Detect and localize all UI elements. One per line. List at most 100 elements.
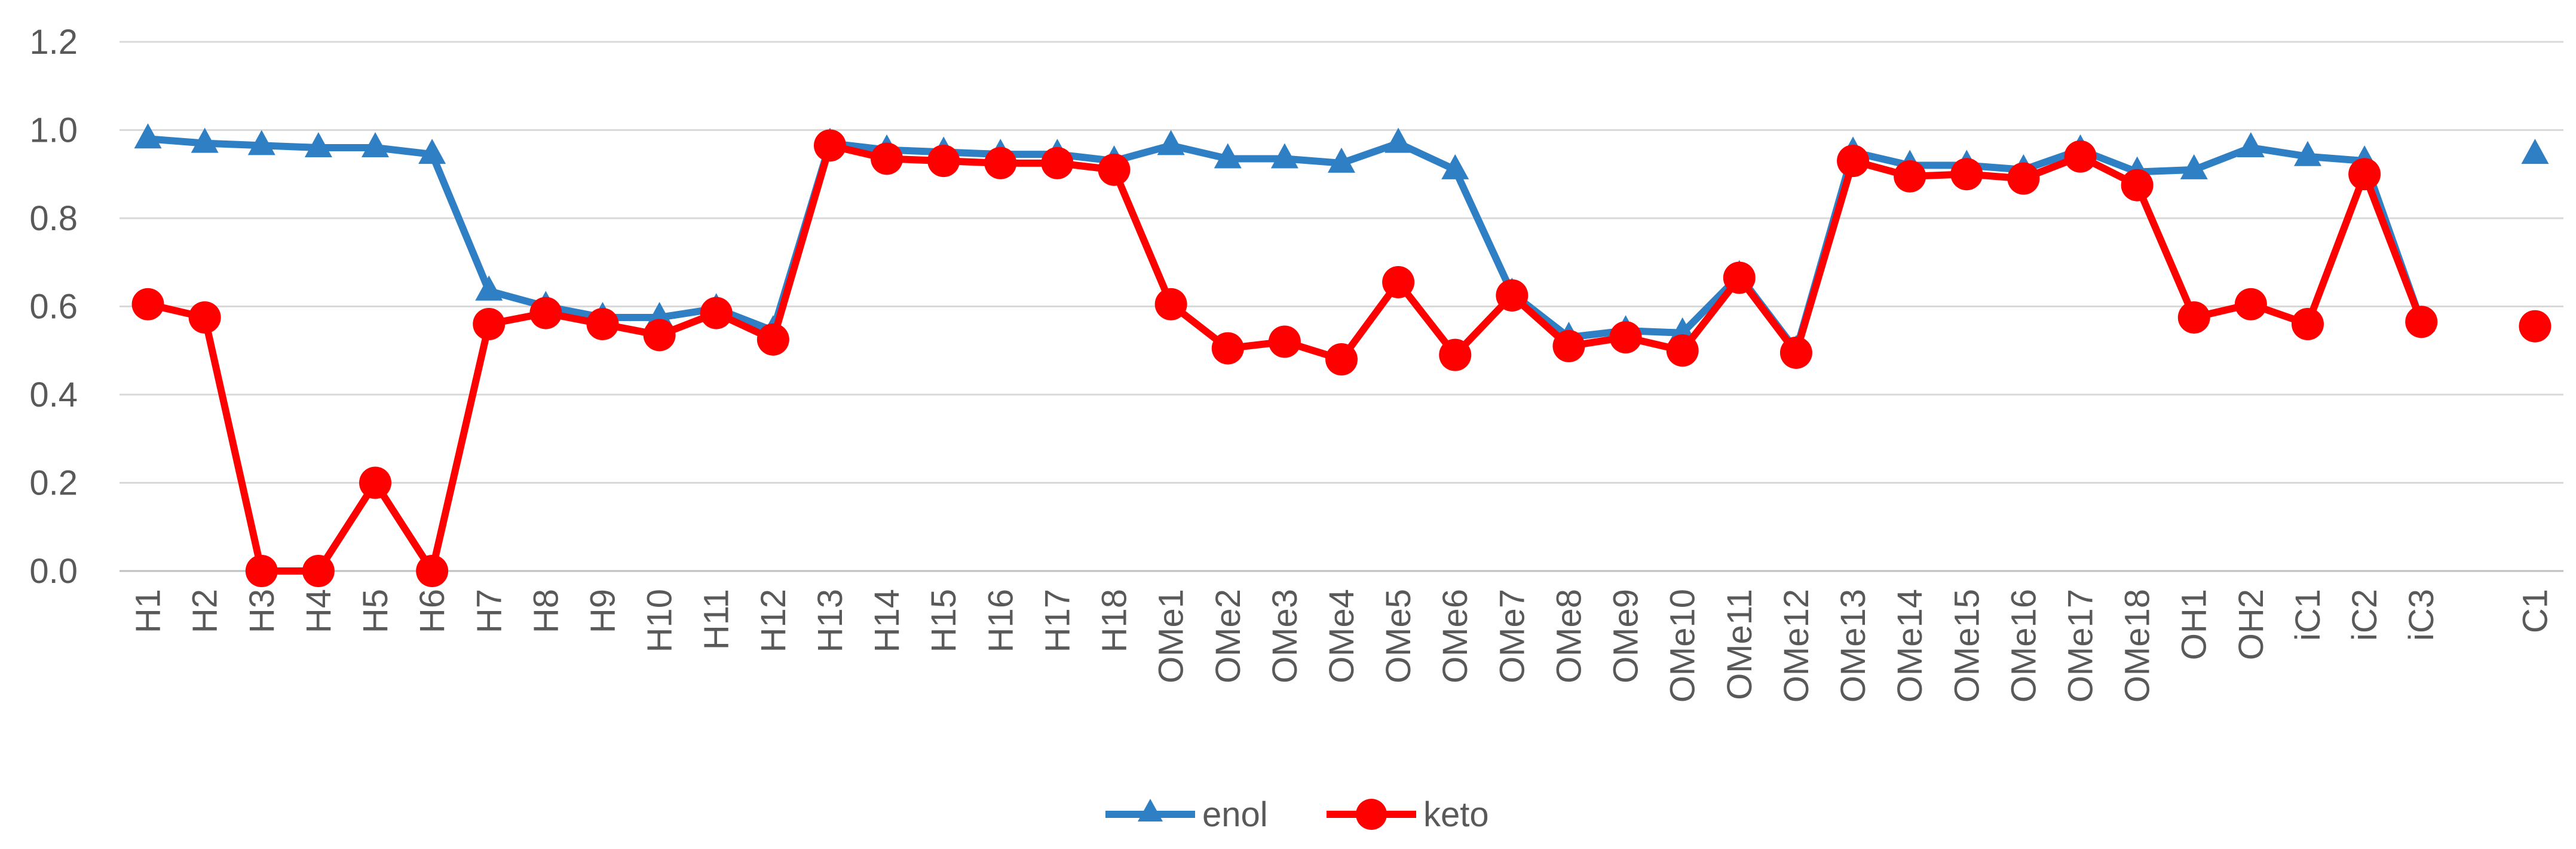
- x-tick-label: OMe17: [2062, 589, 2100, 703]
- y-tick-label: 1.0: [29, 111, 78, 150]
- data-point-keto: [1723, 261, 1756, 294]
- data-point-enol: [2293, 141, 2321, 166]
- x-tick-label: OMe3: [1266, 589, 1304, 683]
- x-tick-label: OMe14: [1891, 589, 1929, 703]
- data-point-enol: [1157, 130, 1185, 155]
- data-point-enol: [134, 123, 162, 149]
- data-point-keto: [2519, 310, 2552, 343]
- data-point-keto: [1837, 145, 1870, 178]
- legend-keto-label: keto: [1423, 795, 1489, 834]
- y-tick-label: 0.6: [29, 288, 78, 326]
- data-point-keto: [131, 288, 164, 320]
- x-tick-label: H4: [299, 589, 338, 633]
- data-point-keto: [2291, 308, 2324, 340]
- series-keto: [131, 129, 2552, 587]
- data-point-enol: [2237, 132, 2265, 157]
- x-tick-label: H3: [243, 589, 281, 633]
- data-point-keto: [1779, 336, 1812, 369]
- data-point-enol: [2180, 154, 2208, 179]
- y-axis-ticks: 0.0 0.2 0.4 0.6 0.8 1.0 1.2: [29, 23, 78, 591]
- data-point-keto: [1268, 325, 1301, 358]
- x-tick-label: OMe9: [1607, 589, 1646, 683]
- data-point-keto: [1950, 158, 1983, 191]
- gridlines: [120, 41, 2563, 572]
- data-point-enol: [362, 132, 390, 157]
- data-point-keto: [2348, 158, 2381, 191]
- x-tick-label: C1: [2516, 589, 2554, 633]
- data-point-enol: [304, 132, 332, 157]
- data-point-enol: [2521, 139, 2549, 164]
- x-tick-label: OMe1: [1152, 589, 1191, 683]
- x-tick-label: OMe6: [1436, 589, 1475, 683]
- x-tick-label: iC3: [2402, 589, 2441, 641]
- x-tick-label: H5: [356, 589, 395, 633]
- data-point-keto: [359, 466, 392, 499]
- x-tick-label: OMe2: [1209, 589, 1248, 683]
- y-tick-label: 0.4: [29, 375, 78, 414]
- x-tick-label: H2: [186, 589, 225, 633]
- data-point-keto: [1154, 288, 1187, 320]
- x-tick-label: OMe16: [2004, 589, 2043, 703]
- x-tick-label: H9: [583, 589, 622, 633]
- data-point-keto: [416, 555, 449, 587]
- x-tick-label: OMe8: [1549, 589, 1588, 683]
- data-point-enol: [1328, 147, 1355, 173]
- data-point-keto: [927, 145, 960, 178]
- x-tick-label: OMe18: [2118, 589, 2157, 703]
- y-tick-label: 0.0: [29, 552, 78, 591]
- x-tick-label: OH1: [2175, 589, 2214, 660]
- y-tick-label: 1.2: [29, 23, 78, 62]
- series-line-keto: [147, 142, 2425, 575]
- data-point-keto: [529, 297, 562, 329]
- data-point-keto: [1211, 332, 1244, 365]
- x-tick-label: OH2: [2232, 589, 2271, 660]
- data-point-keto: [756, 323, 789, 356]
- data-point-enol: [1214, 143, 1242, 169]
- y-tick-label: 0.8: [29, 199, 78, 238]
- data-point-keto: [1439, 338, 1472, 371]
- legend: enol keto: [1105, 795, 1489, 834]
- x-tick-label: H14: [868, 589, 906, 652]
- data-point-keto: [1325, 343, 1358, 375]
- x-tick-label: H16: [981, 589, 1020, 652]
- x-tick-label: H8: [526, 589, 565, 633]
- x-axis-ticks: H1 H2 H3 H4 H5 H6 H7 H8 H9 H10 H11 H12 H13 H14 H15 H16 H…: [129, 589, 2555, 703]
- data-point-keto: [1041, 146, 1074, 179]
- legend-enol-marker: [1138, 799, 1163, 821]
- series: [131, 123, 2552, 587]
- data-point-keto: [2064, 140, 2097, 173]
- data-point-keto: [1496, 279, 1529, 312]
- data-point-keto: [2177, 301, 2210, 334]
- data-point-keto: [813, 129, 846, 162]
- data-point-keto: [473, 308, 506, 340]
- data-point-keto: [984, 146, 1017, 179]
- x-tick-label: H10: [641, 589, 679, 652]
- legend-item-enol: enol: [1105, 795, 1268, 834]
- data-point-keto: [643, 319, 676, 352]
- legend-item-keto: keto: [1327, 795, 1489, 834]
- x-tick-label: H13: [811, 589, 850, 652]
- data-point-keto: [1894, 160, 1926, 193]
- data-point-keto: [586, 308, 619, 340]
- data-point-keto: [1382, 265, 1415, 298]
- data-point-keto: [245, 555, 278, 587]
- data-point-enol: [418, 139, 446, 164]
- x-tick-label: H12: [754, 589, 793, 652]
- x-tick-label: OMe11: [1720, 589, 1759, 700]
- x-tick-label: OMe13: [1834, 589, 1873, 703]
- data-point-keto: [1552, 329, 1585, 362]
- data-point-enol: [247, 130, 275, 155]
- data-point-keto: [2121, 169, 2154, 201]
- x-tick-label: H6: [413, 589, 452, 633]
- x-tick-label: OMe4: [1322, 589, 1361, 683]
- data-point-keto: [2234, 288, 2267, 320]
- data-point-enol: [191, 127, 219, 153]
- data-point-keto: [1609, 321, 1642, 354]
- legend-keto-marker: [1356, 799, 1387, 830]
- legend-enol-label: enol: [1202, 795, 1268, 834]
- data-point-keto: [2405, 306, 2438, 338]
- x-tick-label: OMe5: [1379, 589, 1418, 683]
- x-tick-label: H15: [924, 589, 963, 652]
- x-tick-label: iC1: [2289, 589, 2327, 641]
